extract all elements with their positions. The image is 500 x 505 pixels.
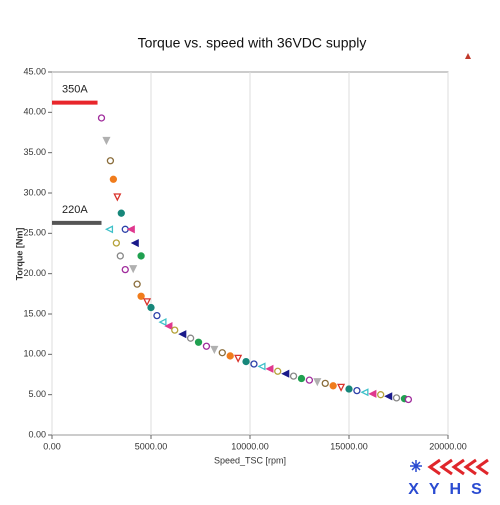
- point: [337, 383, 346, 392]
- point: [321, 379, 329, 388]
- point: [289, 372, 298, 380]
- point: [305, 376, 314, 384]
- point: [250, 360, 258, 368]
- point: [297, 374, 306, 383]
- y-tick-label: 35.00: [23, 147, 46, 157]
- x-tick-label: 20000.00: [429, 441, 467, 451]
- point: [194, 338, 203, 346]
- logo-arrows: [427, 458, 489, 476]
- point: [158, 318, 167, 327]
- point: [109, 175, 118, 183]
- point: [113, 193, 122, 202]
- point: [126, 225, 135, 234]
- point: [121, 265, 129, 274]
- annotation-label: 220A: [62, 204, 88, 216]
- corner-icon: [465, 53, 471, 59]
- y-axis-label: Torque [Nm]: [14, 228, 24, 281]
- point: [313, 378, 322, 387]
- point: [117, 209, 125, 217]
- x-tick-label: 10000.00: [231, 441, 269, 451]
- point: [345, 385, 353, 393]
- point: [226, 352, 234, 360]
- point: [97, 114, 106, 122]
- point: [106, 157, 115, 165]
- y-tick-label: 30.00: [23, 187, 46, 197]
- point: [137, 292, 145, 300]
- logo-star: [410, 460, 422, 472]
- point: [242, 357, 250, 366]
- point: [186, 334, 195, 342]
- point: [257, 362, 266, 371]
- point: [234, 354, 243, 363]
- point: [329, 382, 337, 390]
- y-tick-label: 45.00: [23, 66, 46, 76]
- x-tick-label: 5000.00: [135, 441, 168, 451]
- point: [137, 252, 145, 260]
- point: [104, 225, 114, 234]
- point: [153, 311, 161, 320]
- point: [392, 394, 401, 402]
- point: [274, 367, 282, 375]
- y-tick-label: 0.00: [28, 429, 46, 439]
- point: [368, 389, 377, 398]
- chart-title: Torque vs. speed with 36VDC supply: [138, 35, 367, 51]
- y-tick-label: 20.00: [23, 268, 46, 278]
- point: [210, 345, 219, 354]
- y-tick-label: 5.00: [28, 389, 46, 399]
- point: [129, 265, 138, 274]
- point: [142, 298, 152, 307]
- point: [102, 136, 111, 146]
- point: [377, 391, 385, 399]
- point: [147, 303, 155, 312]
- point: [404, 395, 413, 404]
- point: [265, 364, 274, 373]
- point: [116, 252, 124, 260]
- y-tick-label: 25.00: [23, 228, 46, 238]
- point: [360, 388, 369, 397]
- annotation-label: 350A: [62, 84, 88, 96]
- point: [130, 238, 139, 248]
- x-tick-label: 0.00: [43, 441, 61, 451]
- point: [202, 342, 211, 350]
- x-tick-label: 15000.00: [330, 441, 368, 451]
- x-axis-label: Speed_TSC [rpm]: [214, 455, 286, 465]
- point: [112, 239, 120, 247]
- logo: XYHS: [408, 458, 492, 498]
- point: [133, 280, 141, 288]
- point: [384, 392, 393, 401]
- point: [171, 326, 179, 334]
- y-tick-label: 10.00: [23, 349, 46, 359]
- point: [218, 349, 226, 357]
- point: [164, 322, 173, 331]
- y-tick-label: 40.00: [23, 107, 46, 117]
- y-tick-label: 15.00: [23, 308, 46, 318]
- point: [353, 386, 361, 395]
- logo-text: XYHS: [408, 481, 492, 498]
- point: [281, 369, 290, 378]
- point: [178, 330, 187, 339]
